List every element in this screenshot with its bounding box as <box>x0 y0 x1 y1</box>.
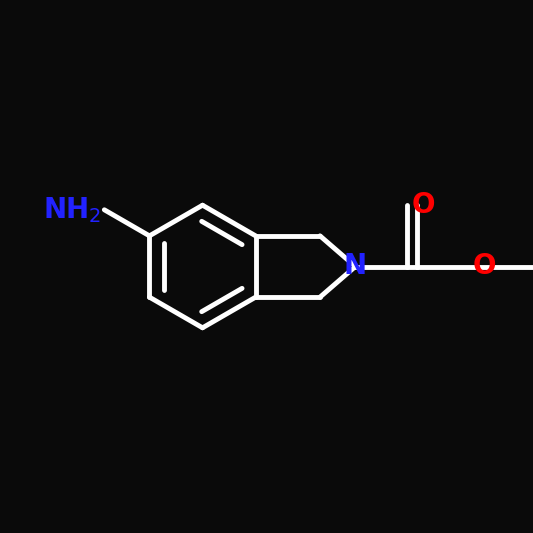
Text: NH$_2$: NH$_2$ <box>43 195 102 225</box>
Text: O: O <box>473 253 496 280</box>
Text: O: O <box>411 191 435 219</box>
Text: N: N <box>344 253 367 280</box>
